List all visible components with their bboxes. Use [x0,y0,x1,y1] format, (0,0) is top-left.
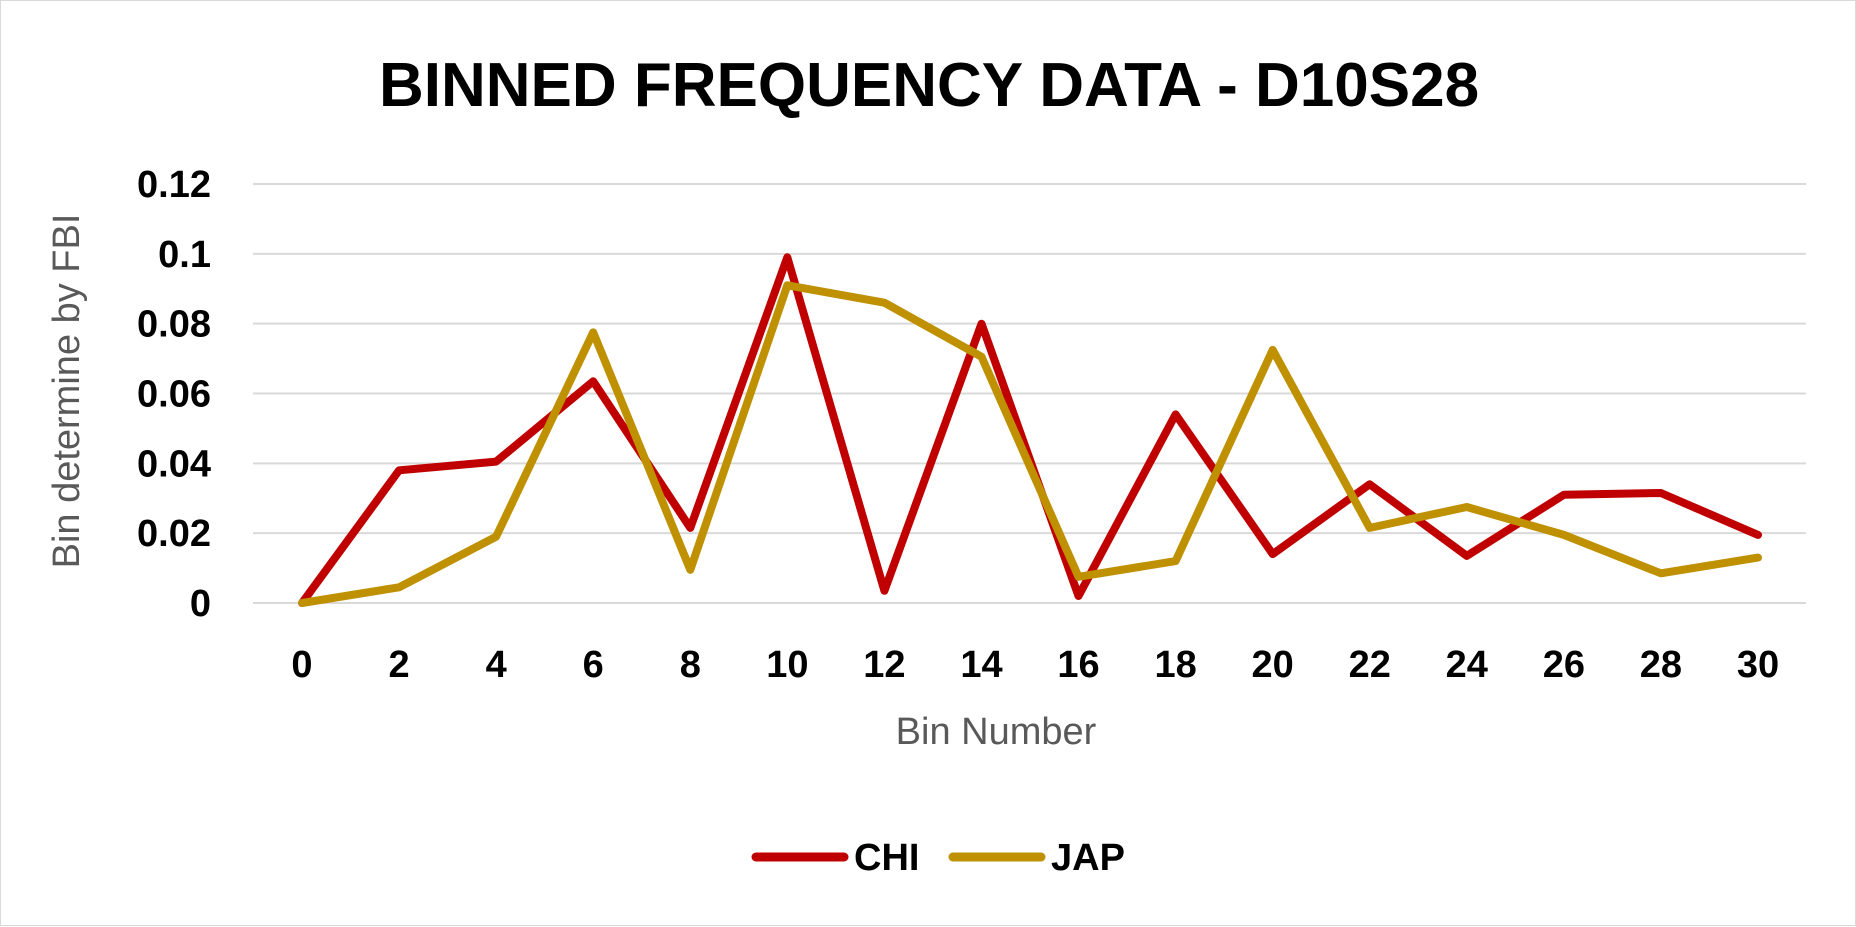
x-tick-label: 16 [1057,644,1099,686]
x-axis-title: Bin Number [896,711,1097,753]
x-tick-label: 26 [1543,644,1585,686]
x-tick-label: 8 [680,644,701,686]
y-tick-label: 0.08 [137,304,211,346]
x-tick-label: 10 [766,644,808,686]
y-tick-label: 0.06 [137,374,211,416]
y-tick-label: 0.02 [137,513,211,555]
legend-label-jap: JAP [1051,837,1125,879]
y-tick-label: 0 [190,583,211,625]
chart-title: BINNED FREQUENCY DATA - D10S28 [379,51,1479,120]
legend-label-chi: CHI [854,837,919,879]
series-line-jap [298,281,1762,607]
x-tick-label: 12 [863,644,905,686]
x-axis-ticks: 0 2 4 6 8 10 12 14 16 18 20 22 24 26 28 30 [291,644,1779,686]
legend: CHI JAP [751,837,1125,879]
series-line-chi [298,253,1762,607]
x-tick-label: 20 [1252,644,1294,686]
x-tick-label: 18 [1154,644,1196,686]
x-tick-label: 2 [388,644,409,686]
x-tick-label: 0 [291,644,312,686]
y-tick-label: 0.12 [137,164,211,206]
x-tick-label: 6 [583,644,604,686]
y-axis-title: Bin determine by FBI [46,214,88,569]
x-tick-label: 24 [1446,644,1488,686]
x-tick-label: 28 [1640,644,1682,686]
series-lines [298,253,1762,607]
y-tick-label: 0.04 [137,443,211,485]
x-tick-label: 30 [1737,644,1779,686]
x-tick-label: 14 [960,644,1002,686]
y-tick-label: 0.1 [158,234,211,276]
y-axis-ticks: 0 0.02 0.04 0.06 0.08 0.1 0.12 [137,164,211,625]
x-tick-label: 4 [486,644,507,686]
x-tick-label: 22 [1349,644,1391,686]
